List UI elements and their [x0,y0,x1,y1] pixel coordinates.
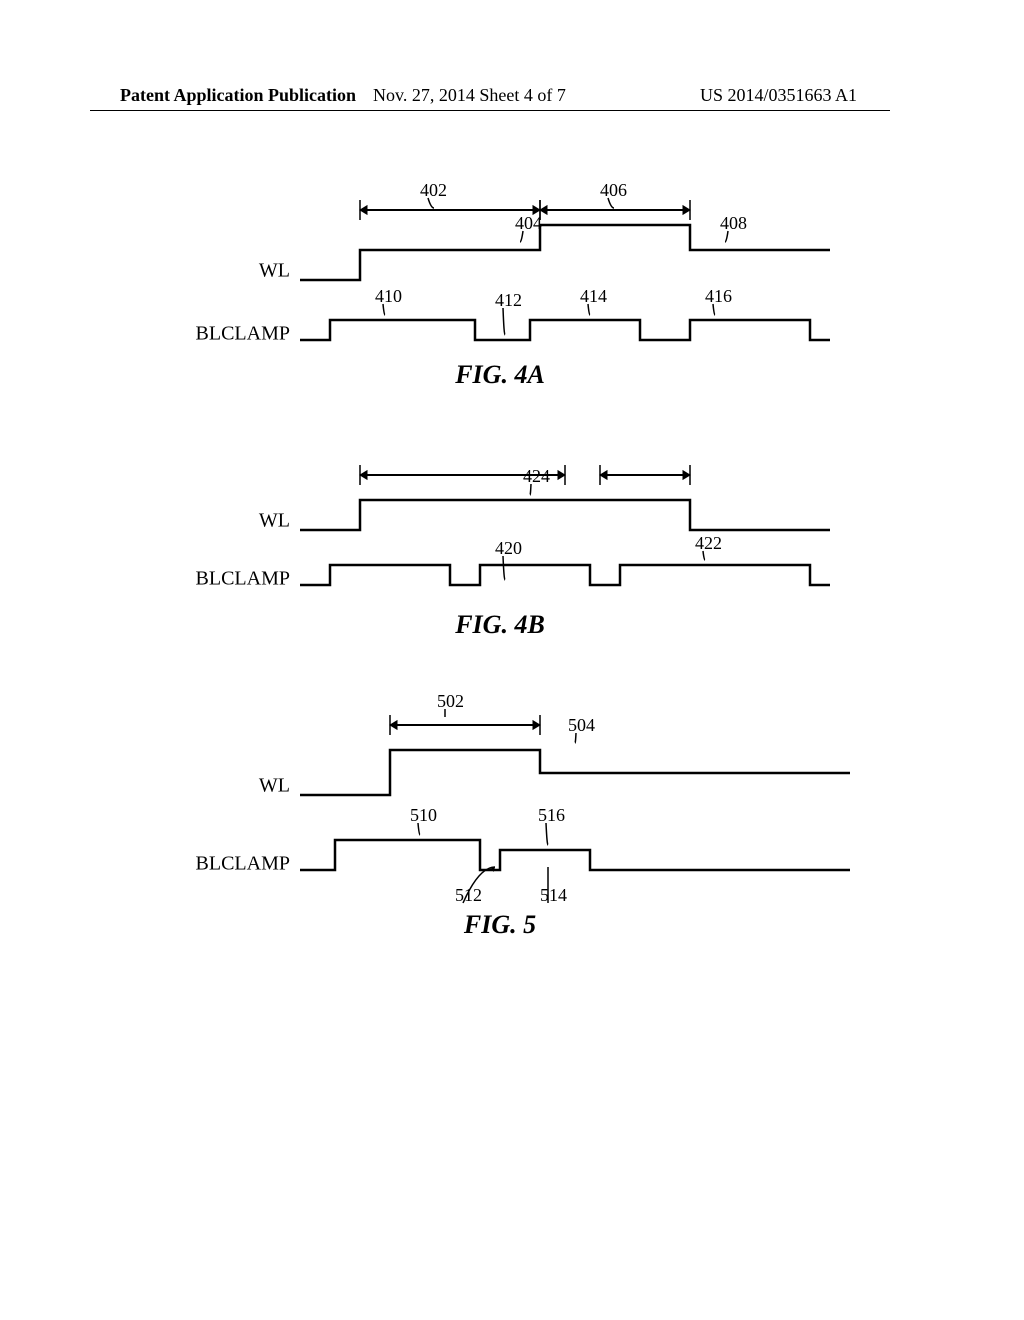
svg-text:410: 410 [375,286,402,306]
svg-text:512: 512 [455,885,482,905]
svg-text:WL: WL [259,260,290,282]
svg-text:516: 516 [538,805,565,825]
svg-text:416: 416 [705,286,732,306]
svg-text:408: 408 [720,213,747,233]
header-center: Nov. 27, 2014 Sheet 4 of 7 [373,85,566,106]
fig-4b-label: FIG. 4B [100,610,900,640]
svg-text:402: 402 [420,180,447,200]
header-rule [90,110,890,111]
svg-text:502: 502 [437,695,464,711]
figure-4b: WL BLCLAMP 424 420 422 [180,445,900,605]
svg-text:BLCLAMP: BLCLAMP [196,853,290,875]
svg-text:BLCLAMP: BLCLAMP [196,568,290,590]
svg-text:WL: WL [259,510,290,532]
fig-4a-label: FIG. 4A [100,360,900,390]
fig-5-label: FIG. 5 [100,910,900,940]
svg-text:424: 424 [523,466,550,486]
svg-text:BLCLAMP: BLCLAMP [196,323,290,345]
svg-text:422: 422 [695,533,722,553]
figure-4a: WL BLCLAMP 402 406 404 408 410 412 414 416 [180,180,900,360]
svg-text:404: 404 [515,213,542,233]
svg-text:406: 406 [600,180,627,200]
svg-text:510: 510 [410,805,437,825]
figure-5: WL BLCLAMP 502 504 510 516 512 514 [180,695,900,910]
header-left: Patent Application Publication [120,85,356,106]
header-right: US 2014/0351663 A1 [700,85,857,106]
svg-text:412: 412 [495,290,522,310]
svg-text:WL: WL [259,775,290,797]
svg-text:504: 504 [568,715,595,735]
svg-text:414: 414 [580,286,607,306]
svg-text:420: 420 [495,538,522,558]
svg-text:514: 514 [540,885,567,905]
